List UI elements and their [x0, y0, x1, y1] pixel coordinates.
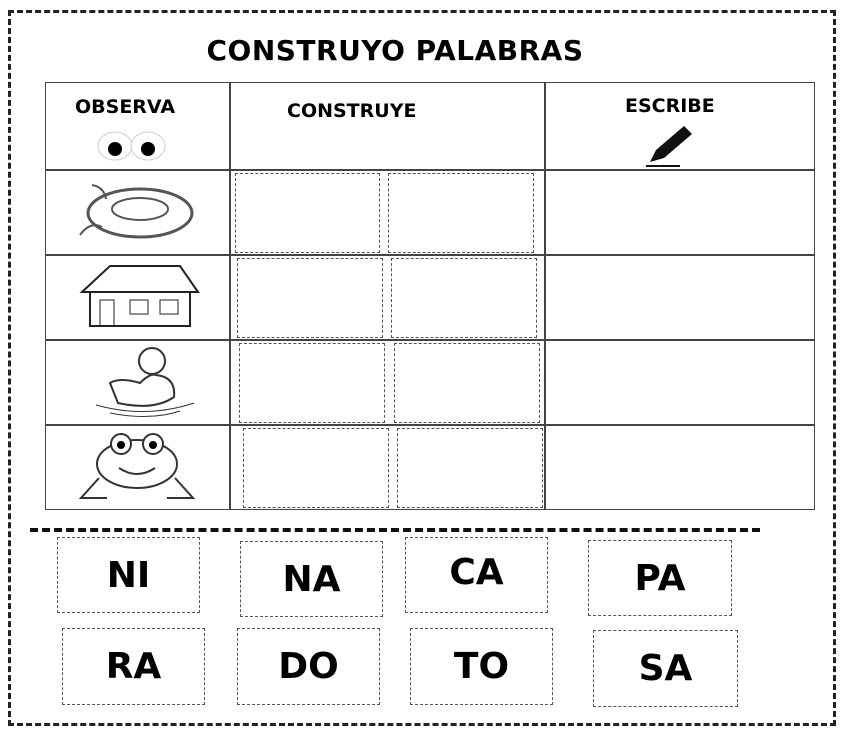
- house-icon: [79, 265, 200, 327]
- title: CONSTRUYO PALABRAS: [206, 34, 584, 67]
- row-line: [45, 169, 815, 171]
- frog-icon: [78, 433, 196, 499]
- syllable-card: TO: [410, 628, 553, 705]
- drop-box: [243, 428, 389, 508]
- drop-box: [394, 343, 540, 423]
- drop-box: [239, 343, 385, 423]
- row-line: [45, 254, 815, 256]
- cut-line: [30, 528, 760, 532]
- row-line: [45, 339, 815, 341]
- syllable-card: DO: [237, 628, 380, 705]
- pencil-icon: [646, 126, 692, 167]
- table: [45, 82, 815, 510]
- drop-box: [388, 173, 534, 253]
- nest-icon: [79, 184, 194, 239]
- syllable-card: RA: [62, 628, 205, 705]
- duck-icon: [95, 347, 195, 418]
- header: CONSTRUYE: [287, 100, 417, 122]
- header: OBSERVA: [75, 96, 176, 118]
- page-border: [8, 10, 836, 726]
- syllable-card: PA: [588, 540, 732, 616]
- header: ESCRIBE: [625, 95, 715, 117]
- row-line: [45, 424, 815, 426]
- syllable-card: SA: [593, 630, 738, 707]
- col-line: [229, 82, 231, 510]
- syllable-card: NA: [240, 541, 383, 617]
- drop-box: [237, 258, 383, 338]
- drop-box: [235, 173, 380, 253]
- col-line: [544, 82, 546, 510]
- drop-box: [391, 258, 537, 338]
- syllable-card: NI: [57, 537, 200, 613]
- eyes-icon: [97, 131, 166, 161]
- drop-box: [397, 428, 543, 508]
- syllable-card: CA: [405, 537, 548, 613]
